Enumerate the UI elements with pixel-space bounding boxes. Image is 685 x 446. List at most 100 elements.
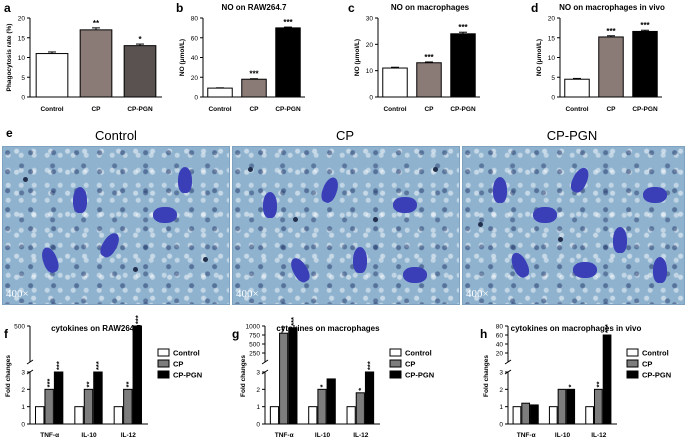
micrograph-label-cp-pgn: CP-PGN: [546, 128, 598, 143]
y-tick-label: 20: [18, 16, 26, 23]
x-tick-label: Control: [40, 106, 63, 113]
y-tick-label: 20: [191, 75, 199, 82]
bar-c-cp: [416, 62, 442, 98]
legend-swatch: [157, 370, 170, 379]
significance-marker: ***: [45, 378, 54, 387]
y-tick-label: 1: [21, 404, 25, 411]
stained-cell: [573, 262, 597, 278]
legend-swatch: [626, 359, 639, 368]
significance-marker: *: [567, 384, 576, 387]
axis-break-mark: [504, 359, 512, 365]
x-tick-label: IL-10: [315, 432, 331, 439]
x-tick-label: Control: [565, 106, 588, 113]
legend-swatch: [157, 359, 170, 368]
legend-label: CP-PGN: [642, 371, 671, 380]
x-tick-label: CP-PGN: [632, 106, 658, 113]
panel-g: g cytokines on macrophages 0 1 2 3 250 500 750 10…: [232, 317, 434, 439]
y-tick-label: 0: [369, 95, 373, 102]
magnification-label: 400×: [236, 288, 259, 300]
y-tick-label: 3: [499, 370, 503, 377]
y-axis-label-h: Fold changes: [483, 355, 490, 397]
bar-h-il-10-cp: [557, 388, 567, 425]
panel-letter-a: a: [4, 1, 11, 15]
y-tick-label: 20: [496, 351, 504, 358]
x-tick-label: IL-12: [591, 432, 607, 439]
stained-cell: [643, 187, 667, 203]
y-tick-label: 250: [249, 351, 260, 358]
y-tick-label: 40: [496, 342, 504, 349]
y-tick-label: 20: [548, 16, 556, 23]
y-tick-label: 1000: [246, 324, 261, 331]
y-tick-label: 500: [14, 324, 25, 331]
legend-swatch: [389, 370, 402, 379]
x-tick-label: TNF-α: [517, 432, 536, 439]
chart-title-f: cytokines on RAW264.7: [51, 324, 141, 333]
y-axis-label-a: Phagocytosis rate (%): [6, 24, 13, 92]
significance-marker: ***: [366, 361, 375, 370]
legend-h: Control CP CP-PGN: [626, 348, 671, 380]
bar-f-il-10-control: [74, 406, 84, 425]
legend-label: Control: [405, 349, 432, 358]
significance-marker: ***: [424, 53, 434, 62]
y-tick-label: 80: [496, 324, 504, 331]
cell-nucleus: [478, 222, 483, 227]
stained-cell: [393, 197, 417, 213]
y-tick-label: 60: [496, 333, 504, 340]
bar-a-cp-pgn: [123, 45, 157, 98]
bar-b-control: [207, 87, 233, 98]
stained-cell: [653, 257, 667, 283]
bar-g-il-12-cp: [355, 392, 365, 425]
stained-cell: [568, 165, 592, 195]
stained-cell: [403, 267, 427, 283]
y-tick-label: 5: [551, 75, 555, 82]
y-tick-label: 0: [21, 422, 25, 429]
stained-cell: [533, 207, 557, 223]
micrograph-label-cp: CP: [335, 128, 355, 143]
legend-label: CP: [642, 360, 652, 369]
y-tick-label: 0: [21, 95, 25, 102]
panel-letter-d: d: [531, 1, 538, 15]
bar-f-tnf-α-cp: [44, 388, 54, 425]
bar-h-il-10-control: [548, 406, 558, 425]
panel-letter-e: e: [6, 126, 13, 140]
significance-marker: ***: [249, 70, 259, 79]
axis-break-mark: [261, 359, 269, 365]
y-tick-label: 30: [366, 16, 374, 23]
significance-marker: ***: [640, 21, 650, 30]
legend-g: Control CP CP-PGN: [389, 348, 434, 380]
panel-a: a 0 5 10 15 20 Phagocytosis rate (%) Control ** C…: [4, 1, 162, 113]
bar-g-il-12-cp-pgn: [364, 371, 375, 425]
x-tick-label: IL-10: [555, 432, 571, 439]
significance-marker: ***: [133, 315, 142, 324]
x-tick-label: CP: [249, 106, 259, 113]
x-tick-label: IL-10: [81, 432, 97, 439]
stained-cell: [178, 167, 192, 193]
micrograph-cp-pgn: 400×: [462, 146, 685, 305]
panel-d: d NO on macrophages in vivo 0 5 10 15 20 NO (μm…: [531, 1, 665, 113]
stained-cell: [493, 177, 507, 203]
axis-break-mark: [26, 359, 34, 365]
legend-label: CP-PGN: [173, 371, 202, 380]
bar-g-il-10-control: [308, 406, 318, 425]
stained-cell: [353, 247, 367, 273]
bar-c-cp-pgn: [450, 33, 476, 98]
y-axis-label-b: NO (μmol/L): [179, 39, 186, 76]
y-axis-label-g: Fold changes: [240, 355, 247, 397]
y-tick-label: 0: [551, 95, 555, 102]
y-tick-label: 15: [548, 35, 556, 42]
bar-f-il-12-cp: [123, 388, 133, 425]
y-tick-label: 0: [194, 95, 198, 102]
cell-nucleus: [133, 267, 138, 272]
significance-marker: **: [85, 381, 94, 387]
panel-h: h cytokines on macrophages in vivo 0 1 2 3 20 4…: [480, 324, 671, 440]
legend-swatch: [626, 370, 639, 379]
micrograph-label-control: Control: [95, 128, 137, 143]
y-tick-label: 10: [548, 55, 556, 62]
legend-label: CP: [173, 360, 183, 369]
y-tick-label: 40: [191, 55, 199, 62]
bar-h-il-12-control: [585, 406, 594, 425]
bar-h-il-12-cp-pgn: [602, 334, 612, 425]
cell-nucleus: [248, 167, 253, 172]
panel-f: f cytokines on RAW264.7 0 1 2 3 500 Fold change…: [4, 315, 202, 439]
significance-marker: **: [594, 381, 603, 387]
